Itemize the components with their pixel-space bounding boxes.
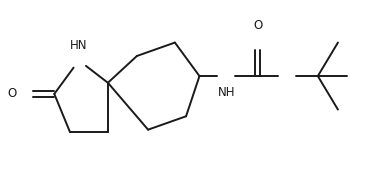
Text: NH: NH <box>218 86 235 99</box>
Text: O: O <box>7 87 16 100</box>
Text: HN: HN <box>70 39 88 52</box>
Text: O: O <box>253 19 262 32</box>
